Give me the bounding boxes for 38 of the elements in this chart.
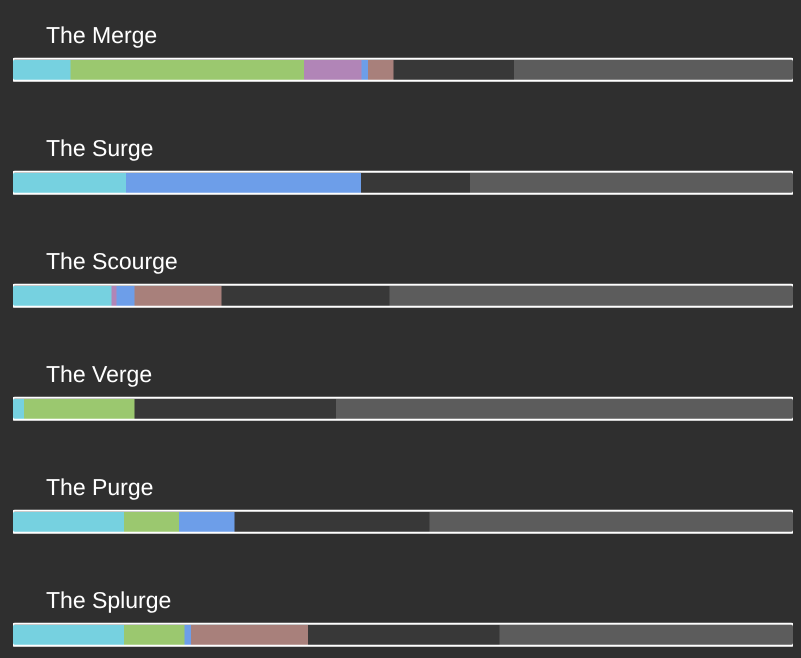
bar — [134, 398, 336, 419]
bar — [360, 172, 470, 193]
bar — [430, 512, 793, 532]
bar — [221, 286, 390, 306]
y-tick-label: The Splurge — [46, 586, 172, 613]
bar — [13, 624, 124, 645]
y-tick-label: The Scourge — [46, 248, 178, 274]
bar — [111, 286, 117, 306]
bar — [304, 60, 362, 80]
bar — [13, 398, 24, 419]
bar — [308, 624, 500, 645]
bar — [470, 172, 793, 193]
bar — [70, 60, 304, 80]
bar — [134, 286, 222, 306]
bar — [179, 512, 235, 532]
bar — [184, 624, 191, 645]
bar — [13, 286, 112, 306]
bar — [13, 172, 126, 193]
bar — [126, 172, 361, 193]
y-tick-label: The Merge — [46, 22, 158, 48]
bar — [368, 60, 394, 80]
y-tick-label: The Surge — [46, 134, 154, 161]
bar — [514, 60, 793, 80]
bar — [13, 60, 71, 80]
bar — [390, 286, 793, 306]
bar — [24, 398, 135, 419]
bar — [394, 60, 514, 80]
y-tick-label: The Purge — [46, 474, 154, 500]
bar — [124, 512, 180, 532]
bar — [234, 512, 430, 532]
y-tick-label: The Verge — [46, 360, 152, 387]
bar — [124, 624, 185, 645]
bar — [116, 286, 135, 306]
bar — [13, 512, 124, 532]
bar — [500, 624, 793, 645]
bar — [362, 60, 368, 80]
bar — [190, 624, 308, 645]
bar — [336, 398, 793, 419]
